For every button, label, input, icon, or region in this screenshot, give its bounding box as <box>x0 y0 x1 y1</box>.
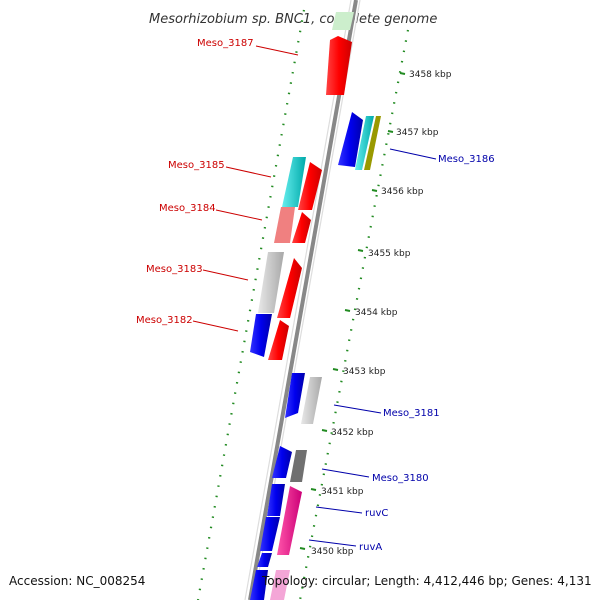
gene-label-meso-3185: Meso_3185 <box>168 160 225 171</box>
gene-label-meso-3183: Meso_3183 <box>146 264 203 275</box>
genome-backbone <box>248 0 358 600</box>
gene-feature <box>282 157 306 207</box>
gene-label-ruva: ruvA <box>359 542 382 553</box>
gene-feature <box>364 116 381 170</box>
gene-feature <box>277 486 302 555</box>
gene-feature <box>250 314 272 357</box>
outer-tick-ring <box>298 29 410 600</box>
kbp-label: 3450 kbp <box>311 547 354 557</box>
gene-feature <box>277 258 302 318</box>
gene-feature <box>267 484 285 516</box>
gene-feature <box>332 12 354 30</box>
gene-label-meso-3180: Meso_3180 <box>372 473 429 484</box>
gene-feature <box>258 252 284 313</box>
map-title: Mesorhizobium sp. BNC1, complete genome <box>149 12 437 27</box>
kbp-label: 3456 kbp <box>381 187 424 197</box>
kbp-label: 3451 kbp <box>321 487 364 497</box>
gene-feature <box>298 162 322 210</box>
accession-text: Accession: NC_008254 <box>9 574 146 588</box>
gene-feature <box>290 450 307 482</box>
backbone-edge <box>244 0 352 600</box>
gene-feature <box>285 373 305 418</box>
gene-feature <box>326 36 352 95</box>
gene-feature <box>250 570 268 600</box>
kbp-label: 3458 kbp <box>409 70 452 80</box>
kbp-label: 3455 kbp <box>368 249 411 259</box>
gene-label-meso-3181: Meso_3181 <box>383 408 440 419</box>
gene-feature <box>260 517 280 551</box>
gene-feature <box>292 212 311 243</box>
gene-feature <box>268 320 289 360</box>
gene-feature <box>274 207 295 243</box>
gene-label-meso-3182: Meso_3182 <box>136 315 193 326</box>
kbp-label: 3457 kbp <box>396 128 439 138</box>
kbp-label: 3454 kbp <box>355 308 398 318</box>
kbp-label: 3452 kbp <box>331 428 374 438</box>
kbp-label: 3453 kbp <box>343 367 386 377</box>
gene-feature <box>355 116 374 170</box>
gene-feature <box>272 446 292 478</box>
gene-label-meso-3187: Meso_3187 <box>197 38 254 49</box>
gene-feature <box>257 553 272 567</box>
right-gene-labels: Meso_3186 Meso_3181 Meso_3180 ruvC ruvA <box>308 148 495 553</box>
topology-text: Topology: circular; Length: 4,412,446 bp… <box>262 574 592 588</box>
gene-feature <box>338 112 363 167</box>
gene-feature <box>270 570 290 600</box>
kbp-scale: 3458 kbp 3457 kbp 3456 kbp 3455 kbp 3454… <box>299 70 452 557</box>
gene-label-ruvc: ruvC <box>365 508 388 519</box>
gene-label-meso-3186: Meso_3186 <box>438 154 495 165</box>
left-gene-labels: Meso_3187 Meso_3185 Meso_3184 Meso_3183 … <box>136 38 299 332</box>
gene-label-meso-3184: Meso_3184 <box>159 203 216 214</box>
gene-feature <box>301 377 322 424</box>
